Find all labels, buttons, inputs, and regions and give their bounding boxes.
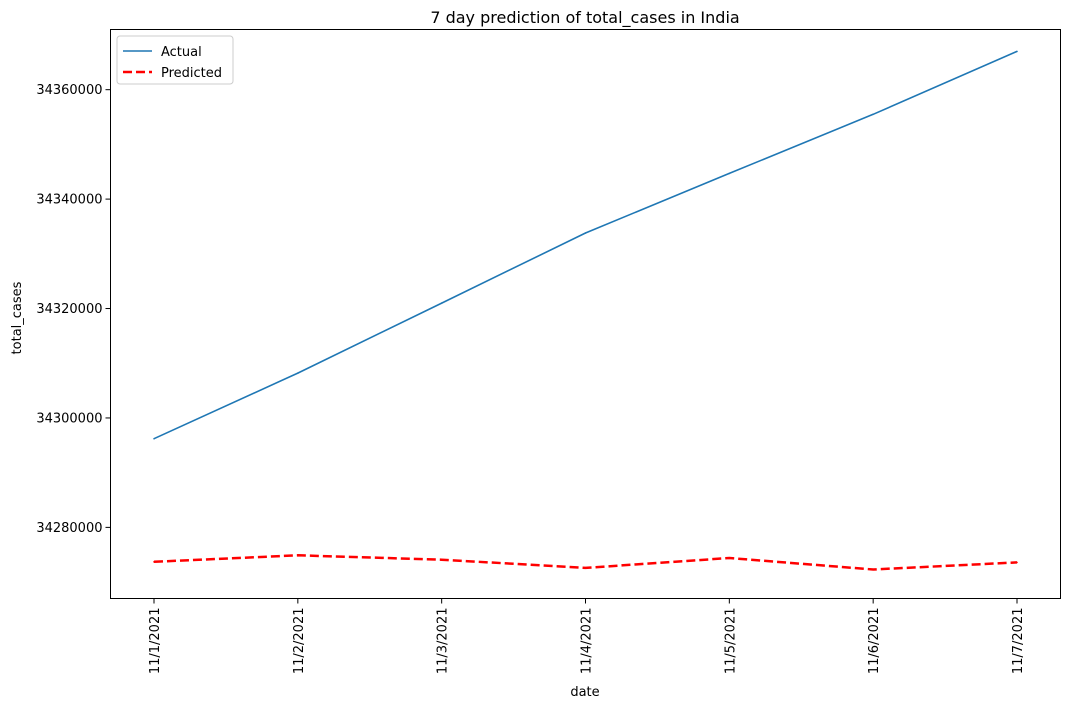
- x-tick-label-6: 11/7/2021: [1011, 608, 1026, 675]
- series-predicted-point-6: [1016, 561, 1018, 564]
- legend-predicted-label: Predicted: [161, 66, 222, 81]
- legend-box: [116, 35, 234, 85]
- x-tick-label-1: 11/2/2021: [292, 608, 307, 675]
- x-axis-label: date: [570, 685, 599, 700]
- x-tick-label-3: 11/4/2021: [580, 608, 595, 675]
- series-actual-line: [153, 50, 1018, 440]
- y-axis-label: total_cases: [10, 281, 25, 354]
- series-predicted-point-2: [440, 558, 443, 561]
- chart-title: 7 day prediction of total_cases in India: [430, 8, 739, 28]
- series-predicted-point-1: [297, 554, 299, 557]
- series-actual-point-5: [872, 113, 874, 116]
- x-tick-label-5: 11/6/2021: [867, 608, 882, 675]
- series-predicted-point-3: [584, 567, 587, 569]
- series-predicted-point-4: [728, 557, 731, 559]
- x-tick-label-2: 11/3/2021: [436, 608, 451, 675]
- legend: Actual Predicted: [116, 35, 234, 85]
- x-tick-label-4: 11/5/2021: [723, 608, 738, 675]
- plot-frame: [110, 29, 1061, 599]
- series-actual-point-3: [584, 232, 587, 234]
- series-actual-point-6: [1016, 50, 1018, 53]
- y-tick-label-4: 34360000: [36, 83, 102, 98]
- series-actual-point-4: [728, 172, 731, 175]
- y-tick-label-0: 34280000: [36, 521, 102, 536]
- series-actual-point-1: [297, 372, 299, 374]
- series-predicted-point-0: [153, 561, 155, 563]
- y-tick-label-3: 34340000: [36, 193, 102, 208]
- y-tick-label-1: 34300000: [36, 411, 102, 426]
- legend-actual-label: Actual: [161, 45, 202, 60]
- series-actual-point-0: [153, 437, 155, 440]
- x-tick-label-0: 11/1/2021: [148, 608, 163, 675]
- series-predicted-point-5: [872, 568, 874, 571]
- series-actual-point-2: [440, 302, 443, 304]
- y-tick-label-2: 34320000: [36, 302, 102, 317]
